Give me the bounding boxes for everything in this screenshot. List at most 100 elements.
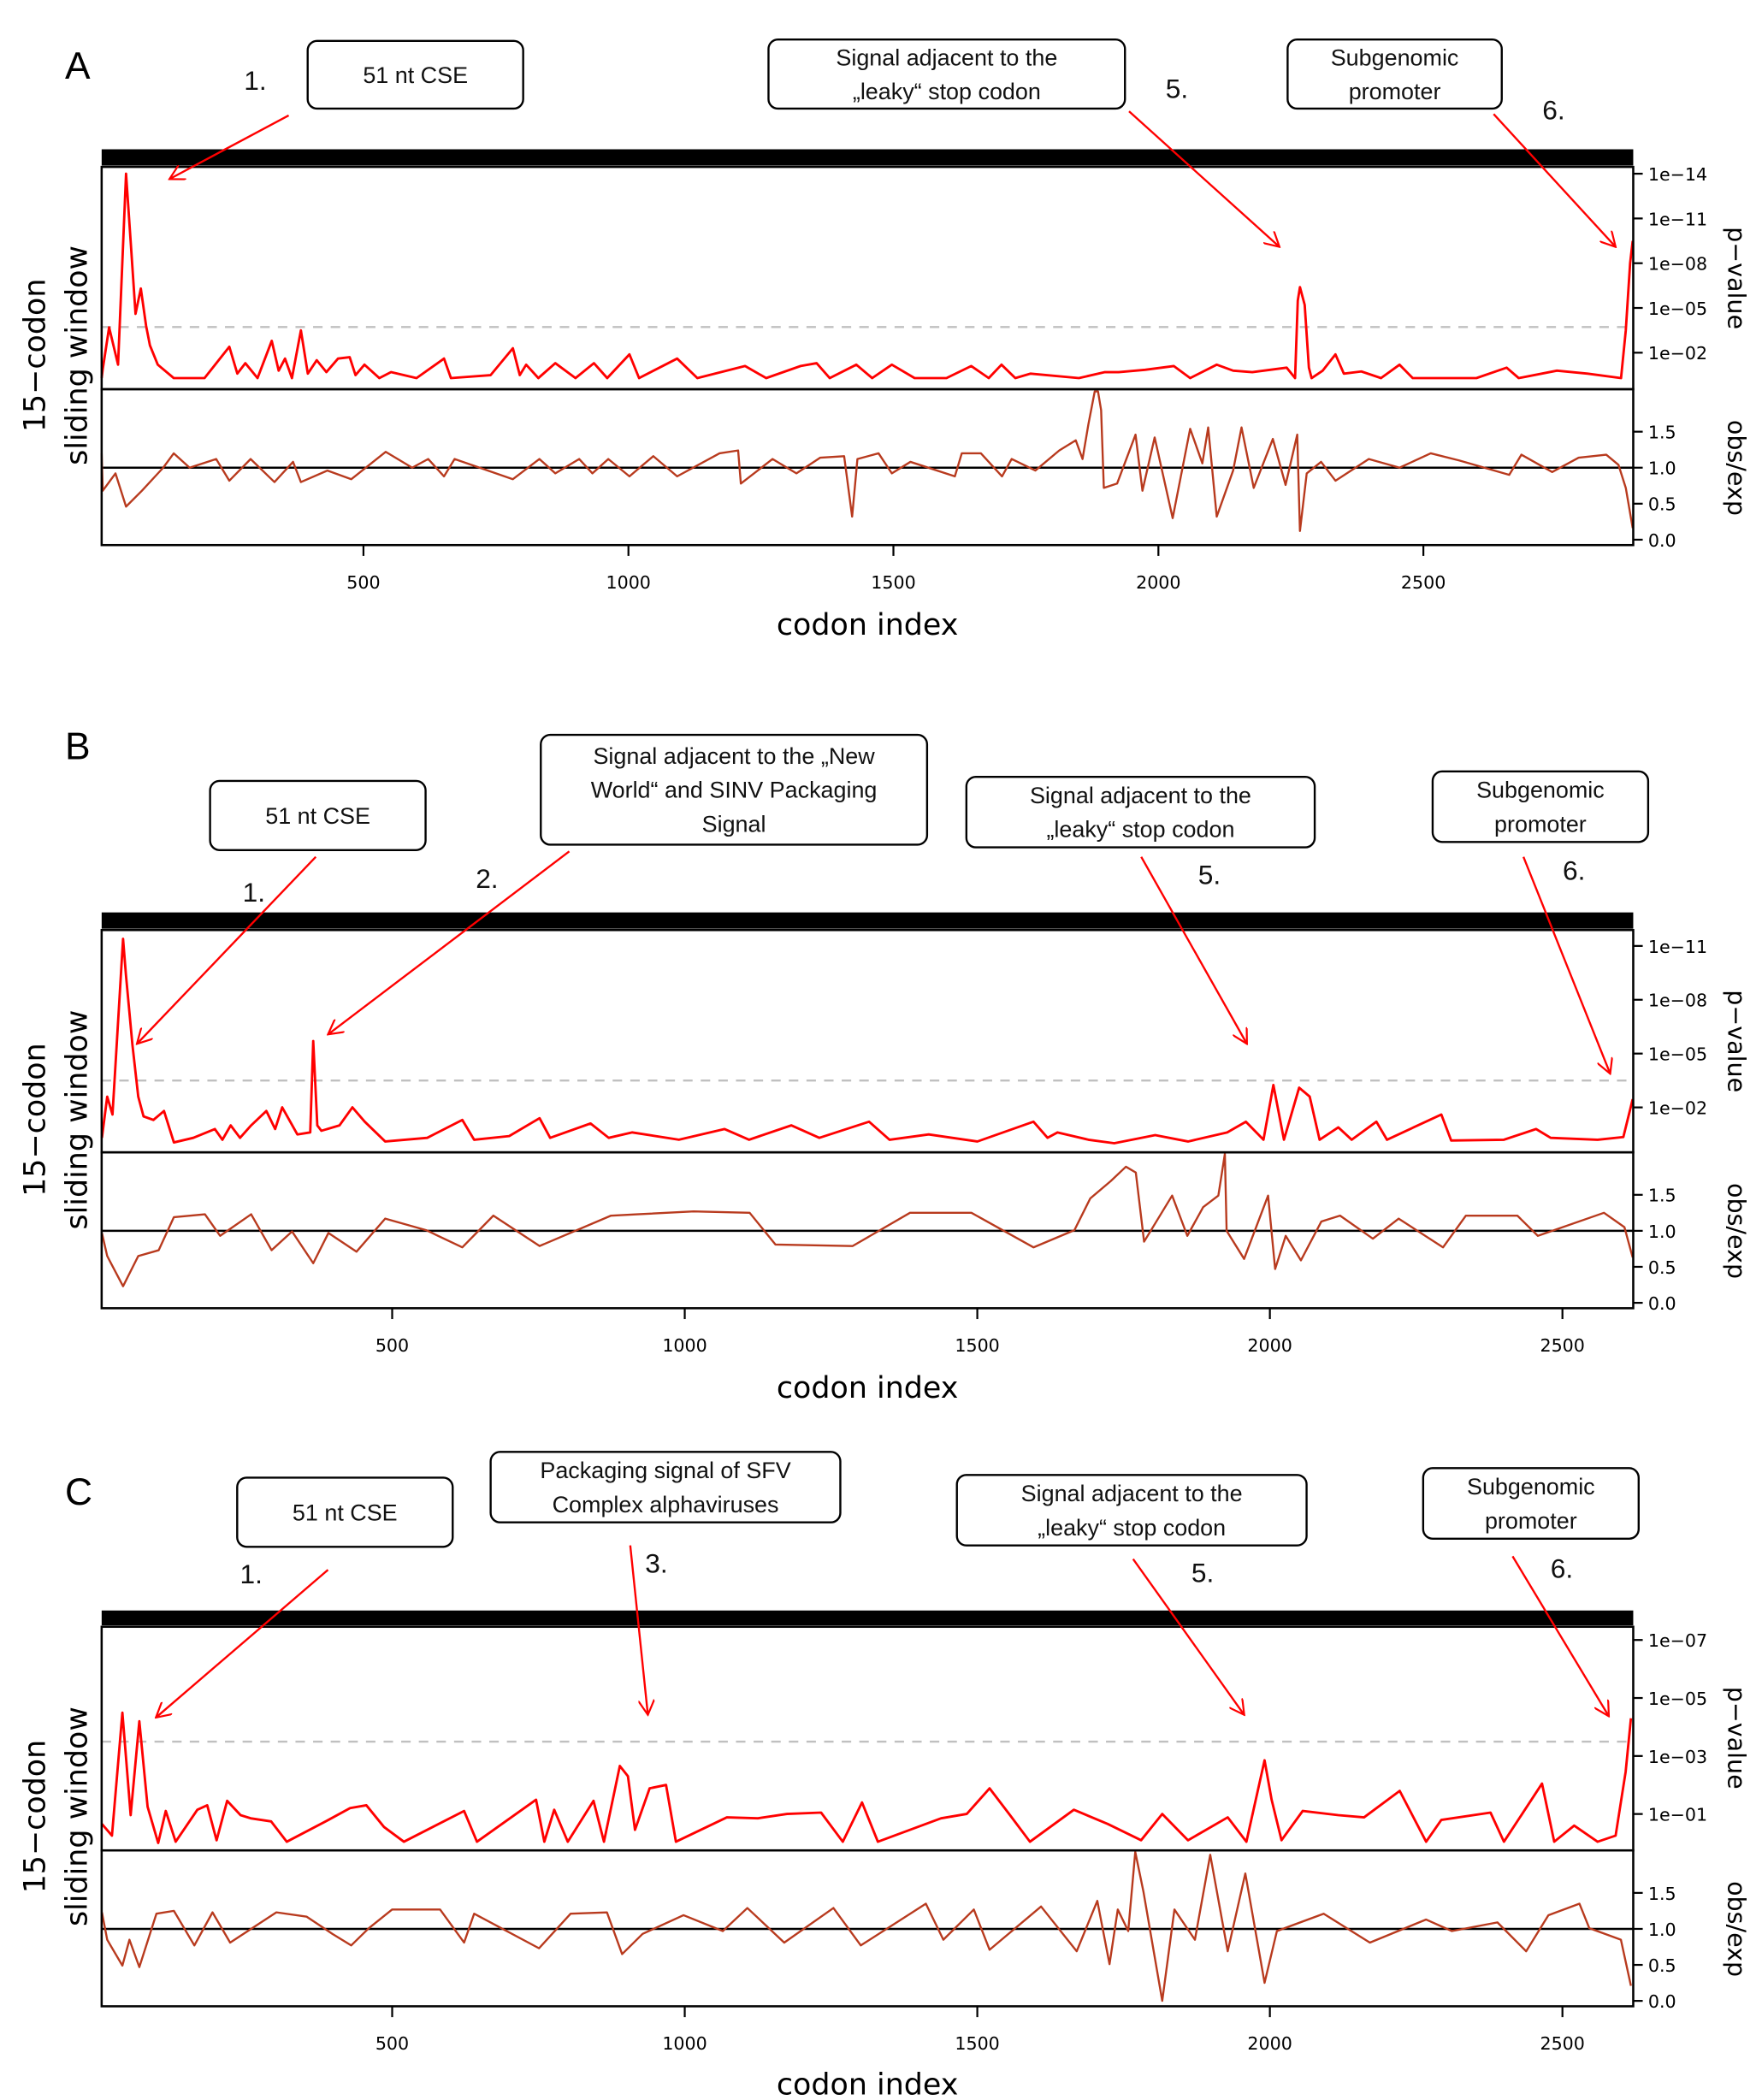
annotation-number: 2. bbox=[476, 863, 498, 894]
annotation-box bbox=[489, 1451, 842, 1523]
obs-exp-series-line bbox=[100, 390, 1634, 532]
annotation-box bbox=[767, 38, 1126, 110]
p-value-axis-label: p−value bbox=[1722, 990, 1750, 1092]
obs-exp-tick-label: 1.5 bbox=[1648, 1884, 1676, 1904]
obs-exp-tick-label: 0.0 bbox=[1648, 1991, 1676, 2012]
annotation-arrow bbox=[1511, 1555, 1609, 1716]
obs-exp-tick-label: 1.0 bbox=[1648, 1920, 1676, 1940]
annotation-box bbox=[236, 1476, 454, 1548]
annotation-number: 1. bbox=[239, 1559, 262, 1589]
annotation-arrow bbox=[1493, 113, 1616, 246]
annotation-callout: Subgenomic promoter 6. bbox=[1422, 1467, 1640, 1716]
x-axis-label: codon index bbox=[777, 1371, 958, 1405]
annotation-callout: Signal adjacent to the „New World“ and SI… bbox=[328, 733, 929, 1034]
obs-exp-tick-label: 0.0 bbox=[1648, 1293, 1676, 1314]
panel-letter: A bbox=[65, 45, 91, 87]
p-value-tick-label: 1e−11 bbox=[1648, 209, 1707, 229]
x-tick-label: 500 bbox=[375, 2033, 409, 2054]
annotation-text: promoter bbox=[1494, 811, 1587, 837]
x-tick-label: 1000 bbox=[662, 2033, 707, 2054]
annotation-number: 6. bbox=[1551, 1553, 1573, 1584]
annotation-text: World“ and SINV Packaging bbox=[591, 778, 878, 803]
p-value-tick-label: 1e−01 bbox=[1648, 1805, 1707, 1825]
y-axis-label-line2: sliding window bbox=[60, 245, 94, 465]
annotation-box bbox=[540, 733, 929, 846]
annotation-text: „leaky“ stop codon bbox=[1046, 817, 1234, 843]
annotation-number: 5. bbox=[1198, 859, 1221, 890]
panel-a: A 500 1000 1500 2000 2500 codon index 1e−14 1e−1… bbox=[18, 38, 1750, 642]
y-axis-label-line1: 15−codon bbox=[18, 279, 52, 433]
annotation-text: Signal adjacent to the „New bbox=[593, 743, 875, 769]
annotation-number: 1. bbox=[244, 65, 266, 96]
annotation-arrow bbox=[156, 1569, 329, 1718]
p-value-plot-frame bbox=[100, 165, 1635, 391]
x-tick-label: 500 bbox=[375, 1335, 409, 1356]
annotation-number: 3. bbox=[645, 1547, 667, 1578]
x-tick-label: 1500 bbox=[955, 2033, 999, 2054]
p-value-tick-label: 1e−14 bbox=[1648, 164, 1707, 185]
annotation-text: Subgenomic bbox=[1331, 44, 1459, 70]
x-tick-label: 1000 bbox=[606, 572, 651, 593]
annotation-number: 5. bbox=[1191, 1557, 1214, 1588]
annotation-callout: Subgenomic promoter 6. bbox=[1286, 38, 1616, 246]
x-tick-label: 500 bbox=[346, 572, 380, 593]
annotation-callout: 51 nt CSE 1. bbox=[169, 39, 524, 180]
annotation-arrow bbox=[1140, 856, 1247, 1044]
annotation-arrow bbox=[169, 114, 290, 179]
annotation-text: promoter bbox=[1485, 1508, 1577, 1534]
obs-exp-series-line bbox=[100, 1850, 1632, 2002]
obs-exp-tick-label: 1.5 bbox=[1648, 423, 1676, 443]
annotation-arrow bbox=[629, 1545, 648, 1715]
annotation-text: 51 nt CSE bbox=[363, 62, 468, 88]
annotation-text: 51 nt CSE bbox=[265, 803, 370, 829]
x-axis-label: codon index bbox=[777, 2067, 958, 2100]
p-value-tick-label: 1e−03 bbox=[1648, 1747, 1707, 1767]
annotation-arrow bbox=[1128, 110, 1280, 246]
p-value-axis-label: p−value bbox=[1722, 1687, 1750, 1789]
panel-letter: C bbox=[65, 1471, 92, 1513]
x-tick-label: 1500 bbox=[871, 572, 915, 593]
p-value-series-line bbox=[100, 172, 1635, 380]
p-value-tick-label: 1e−05 bbox=[1648, 1689, 1707, 1709]
p-value-tick-label: 1e−05 bbox=[1648, 1044, 1707, 1065]
p-value-tick-label: 1e−05 bbox=[1648, 299, 1707, 319]
annotation-arrow bbox=[1523, 856, 1610, 1074]
p-value-tick-label: 1e−02 bbox=[1648, 1098, 1707, 1119]
annotation-box bbox=[1422, 1467, 1640, 1540]
obs-exp-axis-label: obs/exp bbox=[1722, 1881, 1750, 1977]
obs-exp-tick-label: 0.5 bbox=[1648, 1257, 1676, 1278]
obs-exp-tick-label: 1.0 bbox=[1648, 458, 1676, 479]
p-value-series-line bbox=[101, 1711, 1633, 1844]
annotation-box bbox=[1431, 770, 1650, 843]
p-value-tick-label: 1e−08 bbox=[1648, 254, 1707, 275]
annotation-arrow bbox=[1132, 1558, 1245, 1715]
x-axis-label: codon index bbox=[777, 608, 958, 642]
obs-exp-axis-label: obs/exp bbox=[1722, 420, 1750, 516]
annotation-text: 51 nt CSE bbox=[293, 1500, 398, 1525]
annotation-box bbox=[1286, 38, 1503, 110]
annotation-box bbox=[306, 39, 524, 110]
obs-exp-tick-label: 1.5 bbox=[1648, 1186, 1676, 1206]
obs-exp-tick-label: 0.5 bbox=[1648, 494, 1676, 515]
annotation-callout: Signal adjacent to the „leaky“ stop codon… bbox=[955, 1474, 1308, 1715]
annotation-number: 6. bbox=[1542, 95, 1564, 126]
annotation-text: Subgenomic bbox=[1476, 778, 1605, 803]
genome-bar bbox=[101, 149, 1634, 166]
annotation-number: 6. bbox=[1563, 855, 1585, 886]
annotation-callout: Packaging signal of SFV Complex alphaviru… bbox=[489, 1451, 842, 1715]
x-tick-label: 1500 bbox=[955, 1335, 999, 1356]
obs-exp-tick-label: 0.0 bbox=[1648, 530, 1676, 551]
x-tick-label: 1000 bbox=[662, 1335, 707, 1356]
annotation-text: Complex alphaviruses bbox=[553, 1492, 779, 1517]
x-tick-label: 2000 bbox=[1136, 572, 1180, 593]
panel-c: C 500 1000 1500 2000 2500 codon index 1e−07 1e−0… bbox=[18, 1451, 1750, 2100]
x-tick-label: 2000 bbox=[1247, 2033, 1292, 2054]
p-value-series-line bbox=[100, 938, 1635, 1145]
x-tick-label: 2000 bbox=[1247, 1335, 1292, 1356]
annotation-text: Subgenomic bbox=[1467, 1474, 1595, 1500]
panel-b: B 500 1000 1500 2000 2500 codon index 1e−11 1e−0… bbox=[18, 726, 1750, 1405]
obs-exp-tick-label: 0.5 bbox=[1648, 1955, 1676, 1976]
annotation-text: Signal adjacent to the bbox=[1021, 1481, 1243, 1506]
x-tick-label: 2500 bbox=[1540, 2033, 1584, 2054]
